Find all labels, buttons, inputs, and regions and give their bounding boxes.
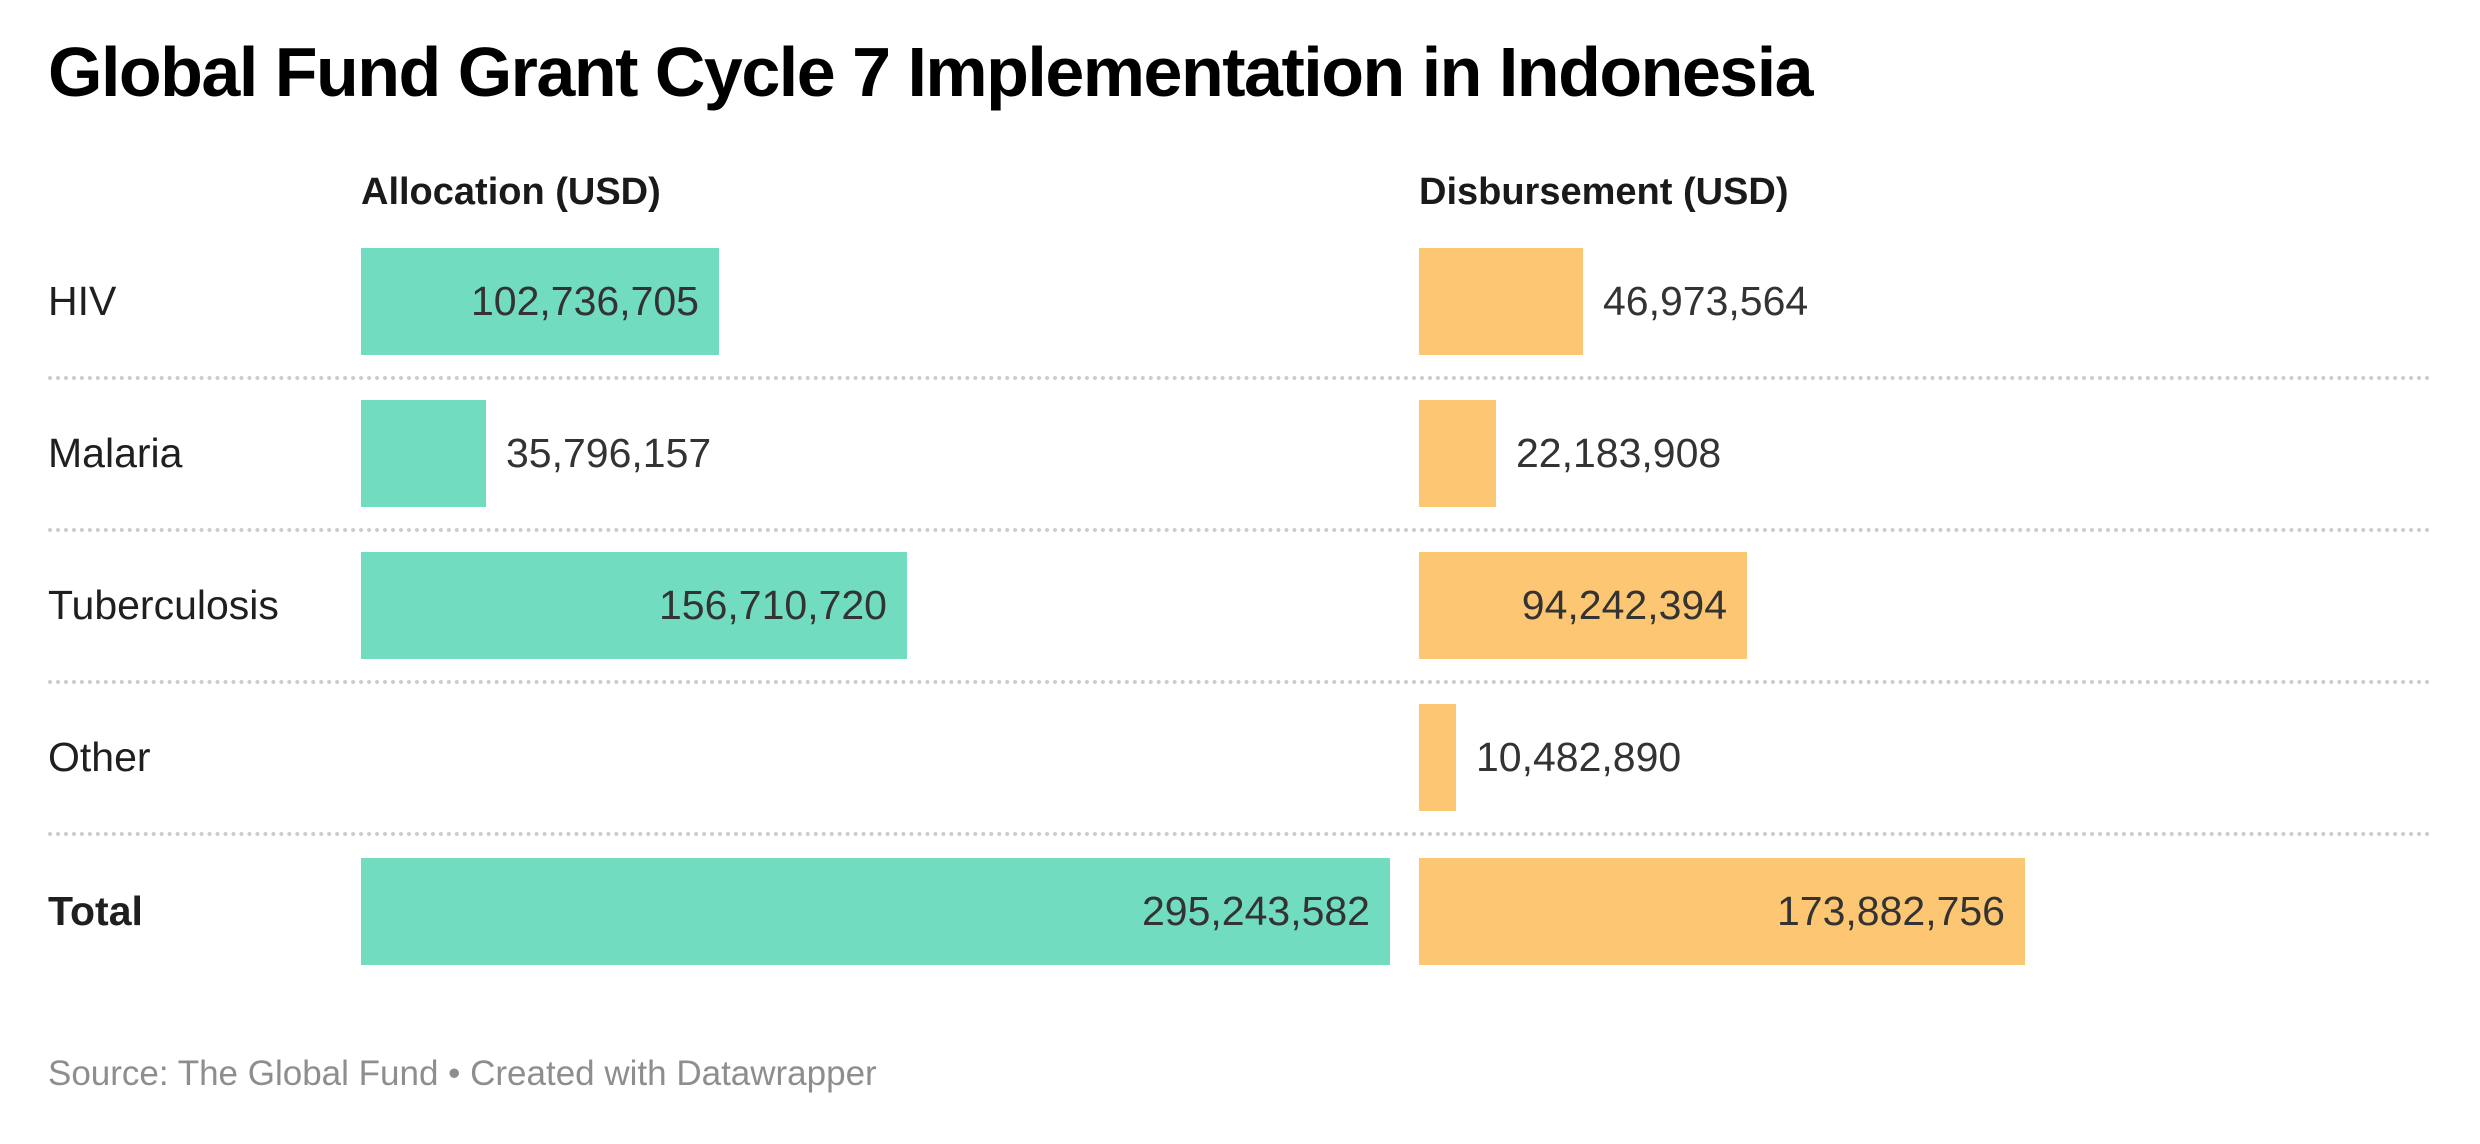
table-row: Malaria 35,796,157 22,183,908: [48, 380, 2432, 532]
disbursement-value: 46,973,564: [1603, 278, 1809, 324]
disbursement-value: 22,183,908: [1516, 430, 1722, 476]
disbursement-cell: 22,183,908: [1419, 400, 2432, 507]
column-header-allocation: Allocation (USD): [361, 170, 661, 213]
allocation-bar: 156,710,720: [361, 552, 907, 659]
allocation-cell: [361, 704, 1419, 811]
disbursement-bar: [1419, 704, 1456, 811]
chart-title: Global Fund Grant Cycle 7 Implementation…: [48, 33, 1814, 111]
source-attribution: Source: The Global Fund • Created with D…: [48, 1053, 877, 1093]
allocation-cell: 35,796,157: [361, 400, 1419, 507]
table-row: Other 10,482,890: [48, 684, 2432, 836]
disbursement-bar: 173,882,756: [1419, 858, 2025, 965]
column-header-row: Allocation (USD) Disbursement (USD): [48, 110, 2432, 228]
row-label: HIV: [48, 277, 117, 324]
row-label: Malaria: [48, 429, 183, 476]
row-label: Tuberculosis: [48, 581, 279, 628]
allocation-cell: 295,243,582: [361, 858, 1419, 965]
disbursement-cell: 173,882,756: [1419, 858, 2432, 965]
table-row: Tuberculosis 156,710,720 94,242,394: [48, 532, 2432, 684]
disbursement-value: 10,482,890: [1476, 734, 1682, 780]
row-label: Total: [48, 887, 143, 934]
disbursement-cell: 94,242,394: [1419, 552, 2432, 659]
row-label: Other: [48, 733, 151, 780]
allocation-value: 102,736,705: [470, 278, 699, 324]
disbursement-value: 173,882,756: [1776, 888, 2005, 934]
disbursement-cell: 10,482,890: [1419, 704, 2432, 811]
column-header-disbursement: Disbursement (USD): [1419, 170, 1789, 213]
allocation-cell: 102,736,705: [361, 248, 1419, 355]
disbursement-bar: [1419, 248, 1583, 355]
table-row: HIV 102,736,705 46,973,564: [48, 228, 2432, 380]
table-body: HIV 102,736,705 46,973,564 Malaria 35,796,15…: [48, 228, 2432, 988]
allocation-value: 156,710,720: [658, 582, 887, 628]
allocation-value: 35,796,157: [506, 430, 712, 476]
bar-table: Allocation (USD) Disbursement (USD) HIV 1…: [48, 110, 2432, 988]
allocation-cell: 156,710,720: [361, 552, 1419, 659]
allocation-value: 295,243,582: [1141, 888, 1370, 934]
disbursement-bar: [1419, 400, 1496, 507]
allocation-bar: 102,736,705: [361, 248, 719, 355]
allocation-bar: [361, 400, 486, 507]
allocation-bar: 295,243,582: [361, 858, 1390, 965]
disbursement-bar: 94,242,394: [1419, 552, 1747, 659]
disbursement-value: 94,242,394: [1521, 582, 1727, 628]
table-row: Total 295,243,582 173,882,756: [48, 836, 2432, 988]
disbursement-cell: 46,973,564: [1419, 248, 2432, 355]
